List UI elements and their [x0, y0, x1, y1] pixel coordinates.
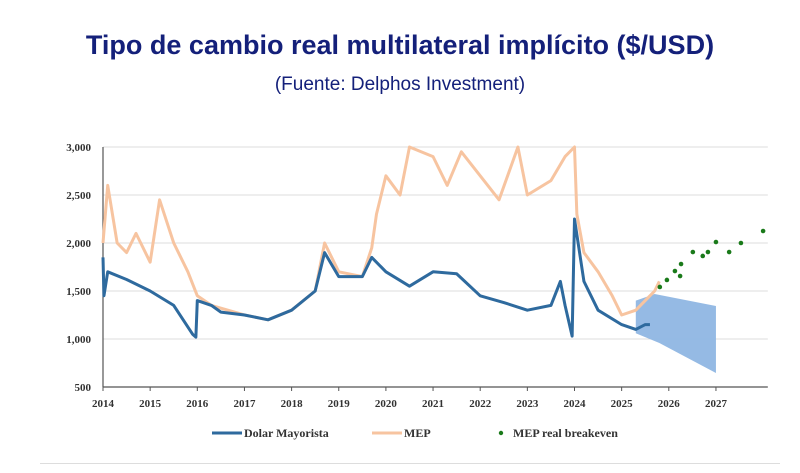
- x-tick-label: 2025: [611, 398, 634, 410]
- legend-label: Dolar Mayorista: [244, 426, 329, 440]
- y-tick-label: 500: [75, 382, 92, 394]
- x-tick-label: 2017: [233, 398, 256, 410]
- series-line-dolar-mayorista: [101, 217, 650, 339]
- legend-swatch: [498, 430, 504, 436]
- breakeven-point: [690, 249, 696, 255]
- breakeven-point: [705, 249, 711, 255]
- breakeven-point: [677, 273, 683, 279]
- y-tick-label: 2,500: [66, 190, 91, 202]
- x-tick-label: 2018: [281, 398, 304, 410]
- x-tick-label: 2022: [469, 398, 492, 410]
- breakeven-point: [760, 228, 766, 234]
- projection-band: [635, 293, 716, 373]
- breakeven-point: [664, 277, 670, 283]
- breakeven-point: [700, 253, 706, 259]
- breakeven-point: [672, 268, 678, 274]
- breakeven-point: [713, 239, 719, 245]
- series-line-mep: [101, 145, 661, 322]
- x-tick-label: 2016: [186, 398, 209, 410]
- y-tick-label: 1,500: [66, 286, 91, 298]
- legend-label: MEP: [404, 426, 431, 440]
- legend-label: MEP real breakeven: [513, 426, 618, 440]
- chart-subtitle: (Fuente: Delphos Investment): [274, 74, 526, 95]
- x-tick-label: 2024: [564, 398, 587, 410]
- x-tick-label: 2023: [516, 398, 539, 410]
- y-tick-label: 1,000: [66, 334, 91, 346]
- chart-title: Tipo de cambio real multilateral implíci…: [85, 30, 715, 60]
- x-tick-label: 2021: [422, 398, 444, 410]
- x-tick-label: 2027: [705, 398, 728, 410]
- y-tick-label: 2,000: [66, 238, 91, 250]
- divider: [40, 463, 780, 464]
- x-tick-label: 2014: [92, 398, 115, 410]
- breakeven-point: [657, 284, 663, 290]
- breakeven-point: [726, 249, 732, 255]
- y-tick-label: 3,000: [66, 142, 91, 154]
- x-tick-label: 2019: [328, 398, 351, 410]
- breakeven-point: [738, 240, 744, 246]
- x-tick-label: 2020: [375, 398, 398, 410]
- x-tick-label: 2026: [658, 398, 681, 410]
- x-tick-label: 2015: [139, 398, 162, 410]
- breakeven-point: [678, 261, 684, 267]
